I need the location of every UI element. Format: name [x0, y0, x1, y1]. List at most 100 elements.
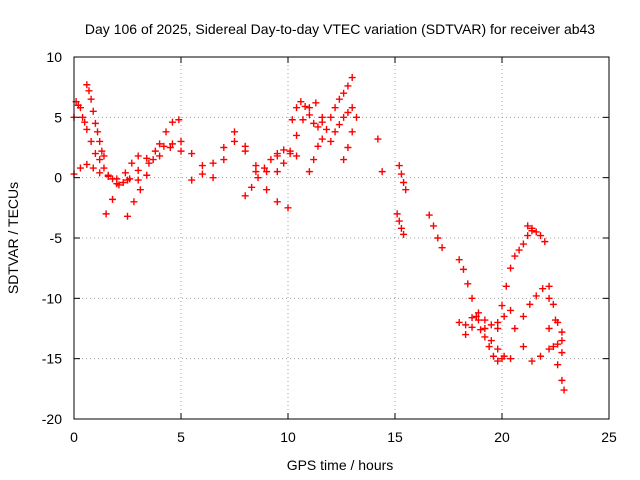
x-tick-label: 10 — [280, 429, 296, 445]
data-point — [96, 169, 104, 177]
series-arc-8 — [241, 146, 301, 200]
data-point — [532, 292, 540, 300]
data-point — [119, 178, 127, 186]
data-point — [145, 159, 153, 167]
data-point — [430, 222, 438, 230]
data-point — [331, 104, 339, 112]
data-point — [109, 195, 117, 203]
data-point — [552, 316, 559, 324]
data-point — [554, 340, 562, 348]
data-point — [541, 238, 549, 246]
data-point — [305, 168, 313, 176]
data-point — [156, 140, 164, 148]
data-point — [462, 321, 470, 329]
plot-frame — [73, 56, 610, 420]
data-point — [177, 147, 185, 155]
data-point — [115, 181, 123, 189]
data-point — [352, 113, 360, 121]
series-arc-14 — [374, 135, 386, 176]
data-point — [83, 160, 91, 168]
data-point — [124, 176, 131, 184]
data-point — [474, 316, 482, 324]
data-point — [519, 240, 527, 248]
data-point — [468, 314, 476, 322]
data-point — [143, 171, 151, 179]
data-point — [485, 343, 493, 351]
data-point — [83, 81, 91, 89]
series-arc-19 — [455, 316, 515, 363]
data-point — [468, 294, 476, 302]
data-point — [511, 325, 519, 332]
data-point — [511, 252, 519, 260]
data-point — [378, 168, 386, 176]
y-tick-label: 10 — [46, 49, 62, 65]
data-point — [532, 228, 540, 236]
data-point — [166, 144, 174, 151]
data-point — [455, 256, 463, 264]
data-point — [425, 211, 433, 219]
data-point — [273, 198, 281, 206]
series-arc-11 — [305, 74, 356, 176]
data-point — [494, 345, 502, 353]
x-tick-label: 20 — [494, 429, 510, 445]
data-point — [151, 147, 159, 155]
data-point — [395, 217, 403, 225]
data-point — [314, 123, 322, 131]
data-point — [188, 150, 196, 158]
series-arc-4 — [102, 152, 142, 218]
data-point — [462, 331, 470, 339]
data-point — [545, 345, 553, 353]
data-point — [79, 113, 87, 121]
data-point — [102, 210, 110, 218]
data-point — [402, 186, 410, 194]
data-point — [348, 74, 356, 82]
data-point — [558, 328, 566, 336]
data-point — [284, 204, 292, 212]
data-point — [528, 357, 536, 365]
data-point — [124, 212, 131, 220]
data-point — [252, 162, 260, 170]
series-arc-25 — [545, 325, 568, 394]
data-point — [481, 325, 489, 332]
data-point — [156, 152, 164, 160]
series-arc-7 — [188, 128, 292, 212]
data-point — [89, 164, 97, 172]
series-arc-23 — [519, 285, 566, 336]
data-point — [121, 169, 129, 177]
data-point — [331, 128, 339, 136]
data-point — [468, 323, 476, 331]
data-point — [310, 119, 318, 127]
data-point — [293, 104, 301, 112]
data-point — [87, 95, 95, 103]
data-point — [489, 352, 497, 360]
data-point — [314, 142, 322, 150]
series-arc-21 — [494, 227, 536, 332]
axis-ticks: 0 5 10 15 20 25 -20 -15 -10 -5 0 5 10 — [42, 49, 617, 445]
data-point — [344, 82, 352, 90]
series-arc-12 — [327, 104, 356, 145]
data-point — [494, 325, 502, 332]
x-tick-label: 15 — [387, 429, 403, 445]
data-point — [560, 386, 568, 394]
data-point — [502, 282, 510, 290]
data-point — [400, 178, 408, 186]
data-point — [100, 164, 108, 172]
series-arc-24 — [511, 325, 566, 365]
data-point — [98, 147, 106, 155]
y-tick-label: 5 — [54, 109, 62, 125]
x-tick-label: 25 — [601, 429, 617, 445]
data-point — [323, 125, 331, 133]
data-point — [94, 128, 102, 136]
grid — [74, 57, 609, 419]
series-arc-1 — [70, 98, 185, 188]
data-point — [515, 246, 523, 254]
data-point — [340, 89, 348, 97]
data-point — [241, 147, 249, 155]
data-point — [128, 159, 136, 167]
data-point — [554, 361, 562, 369]
data-point — [472, 312, 480, 320]
x-tick-label: 5 — [177, 429, 185, 445]
series-arc-9 — [273, 99, 326, 176]
data-point — [393, 210, 401, 218]
data-point — [397, 170, 405, 178]
